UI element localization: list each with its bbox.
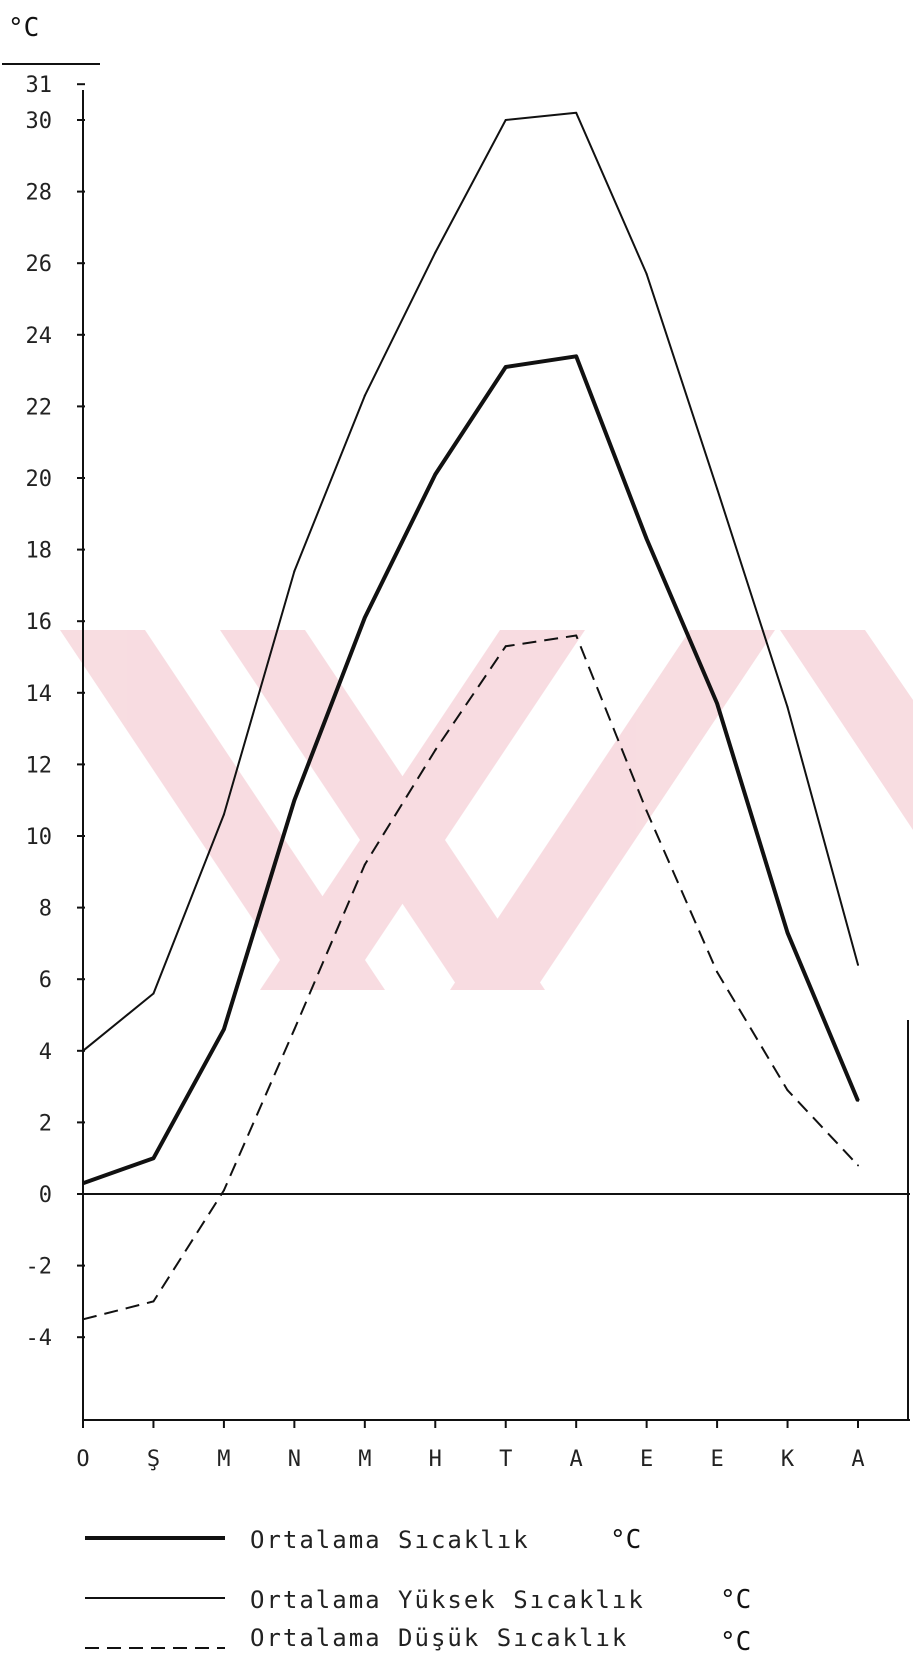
x-tick-label: E — [640, 1447, 653, 1472]
x-tick-label: T — [499, 1447, 512, 1472]
series-2-point — [293, 570, 296, 573]
series-3-point — [716, 971, 719, 974]
series-3-point — [575, 634, 578, 637]
legend-unit: °C — [720, 1627, 751, 1657]
y-tick-label: 10 — [26, 825, 53, 850]
series-2-point — [857, 963, 859, 966]
series-2-point — [222, 813, 225, 816]
y-tick-label: 20 — [26, 467, 53, 492]
series-1-point — [152, 1157, 155, 1160]
series-3-point — [82, 1318, 84, 1321]
series-1-point — [716, 702, 719, 705]
series-3-point — [645, 809, 648, 812]
x-tick-label: A — [570, 1447, 583, 1472]
series-3-point — [293, 1028, 296, 1031]
legend-unit: °C — [610, 1525, 641, 1555]
series-3-point — [434, 749, 437, 752]
y-tick-label: 26 — [26, 252, 53, 277]
series-1-point — [222, 1028, 225, 1031]
y-tick-label: 0 — [39, 1183, 52, 1208]
series-1-point — [786, 931, 789, 934]
x-tick-label: E — [710, 1447, 723, 1472]
series-3-point — [857, 1164, 859, 1167]
series-2-point — [575, 111, 578, 114]
y-tick-label: 31 — [26, 73, 53, 98]
series-1-point — [857, 1099, 859, 1102]
series-1-point — [434, 473, 437, 476]
x-tick-label: M — [217, 1447, 230, 1472]
series-2-point — [645, 272, 648, 275]
x-tick-label: M — [358, 1447, 371, 1472]
series-line-1 — [82, 354, 860, 1186]
y-tick-label: 6 — [39, 968, 52, 993]
series-lines — [82, 111, 860, 1321]
y-tick-label: 2 — [39, 1111, 52, 1136]
series-1-point — [363, 616, 366, 619]
series-2-point — [152, 992, 155, 995]
series-1-point — [82, 1182, 84, 1185]
y-unit-label: °C — [8, 13, 39, 43]
series-3-point — [222, 1189, 225, 1192]
series-3-point — [786, 1089, 789, 1092]
series-line-3 — [82, 634, 859, 1321]
series-line-2 — [82, 111, 859, 1052]
y-tick-label: 24 — [26, 324, 53, 349]
x-tick-label: A — [851, 1447, 864, 1472]
legend-label: Ortalama Sıcaklık — [250, 1526, 530, 1554]
y-tick-label: 22 — [26, 395, 53, 420]
y-tick-label: 4 — [39, 1040, 52, 1065]
series-2-point — [363, 394, 366, 397]
series-3-point — [504, 645, 507, 648]
y-tick-label: 30 — [26, 109, 53, 134]
x-tick-label: H — [429, 1447, 442, 1472]
series-2-point — [786, 706, 789, 709]
legend: Ortalama Sıcaklık °C Ortalama Yüksek Sıc… — [85, 1525, 751, 1657]
x-tick-label: K — [781, 1447, 795, 1472]
series-2-point — [504, 119, 507, 121]
series-2-point — [82, 1049, 84, 1052]
y-tick-label: -2 — [26, 1255, 53, 1280]
legend-label: Ortalama Düşük Sıcaklık — [250, 1624, 628, 1652]
series-3-point — [152, 1300, 155, 1303]
series-1-point — [575, 355, 578, 358]
x-tick-label: N — [288, 1447, 301, 1472]
series-2-point — [716, 487, 719, 490]
y-tick-label: 12 — [26, 753, 53, 778]
watermark-logo — [60, 630, 913, 990]
series-2-point — [434, 251, 437, 254]
series-1-point — [645, 537, 648, 540]
x-tick-label: O — [76, 1447, 89, 1472]
series-1-point — [293, 799, 296, 802]
legend-unit: °C — [720, 1585, 751, 1615]
x-tick-label: Ş — [147, 1447, 160, 1472]
y-tick-label: -4 — [26, 1326, 53, 1351]
y-tick-label: 8 — [39, 897, 52, 922]
series-1-point — [504, 366, 507, 369]
y-tick-label: 28 — [26, 181, 53, 206]
y-tick-label: 14 — [26, 682, 53, 707]
series-3-point — [363, 863, 366, 866]
y-tick-label: 16 — [26, 610, 53, 635]
y-tick-label: 18 — [26, 539, 53, 564]
legend-label: Ortalama Yüksek Sıcaklık — [250, 1586, 645, 1614]
